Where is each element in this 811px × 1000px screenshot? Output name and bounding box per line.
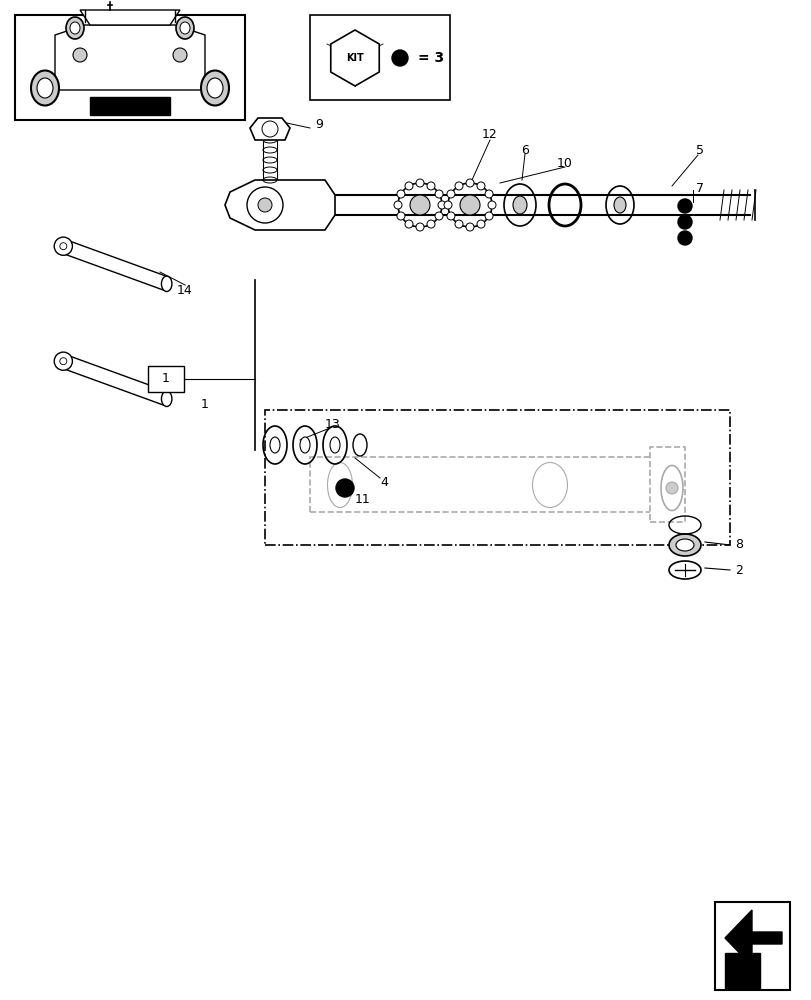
Text: 7: 7 [695, 182, 703, 195]
Circle shape [437, 201, 445, 209]
Circle shape [476, 182, 484, 190]
Circle shape [476, 220, 484, 228]
Ellipse shape [37, 78, 53, 98]
Polygon shape [330, 30, 379, 86]
Circle shape [392, 50, 407, 66]
Text: 8: 8 [734, 538, 742, 551]
Bar [310, 457, 659, 512]
Circle shape [415, 223, 423, 231]
Ellipse shape [161, 276, 172, 292]
Ellipse shape [676, 539, 693, 551]
Text: 1: 1 [162, 372, 169, 385]
Circle shape [484, 190, 492, 198]
Circle shape [393, 201, 401, 209]
Ellipse shape [299, 437, 310, 453]
Circle shape [427, 220, 435, 228]
Circle shape [405, 220, 413, 228]
Bar [15, 15, 245, 120]
Ellipse shape [66, 17, 84, 39]
Polygon shape [250, 118, 290, 140]
Text: 4: 4 [380, 476, 388, 488]
Circle shape [54, 352, 72, 370]
Polygon shape [724, 910, 781, 966]
Bar [714, 902, 789, 990]
Polygon shape [61, 240, 169, 290]
Circle shape [446, 190, 454, 198]
Circle shape [487, 201, 496, 209]
FancyBboxPatch shape [148, 366, 184, 392]
Circle shape [454, 220, 462, 228]
Circle shape [258, 198, 272, 212]
Circle shape [410, 195, 430, 215]
Ellipse shape [668, 534, 700, 556]
Ellipse shape [207, 78, 223, 98]
Text: 11: 11 [354, 493, 371, 506]
Polygon shape [55, 25, 204, 90]
Circle shape [173, 48, 187, 62]
Circle shape [446, 212, 454, 220]
Text: 2: 2 [734, 563, 742, 576]
Ellipse shape [329, 437, 340, 453]
Circle shape [73, 48, 87, 62]
Circle shape [466, 223, 474, 231]
Circle shape [435, 190, 443, 198]
Text: 6: 6 [521, 143, 528, 156]
Text: KIT: KIT [345, 53, 363, 63]
Ellipse shape [270, 437, 280, 453]
Circle shape [397, 212, 405, 220]
Text: 14: 14 [177, 284, 193, 296]
Bar [724, 953, 759, 988]
Circle shape [466, 179, 474, 187]
Circle shape [454, 182, 462, 190]
Text: 1: 1 [201, 398, 208, 412]
Circle shape [54, 237, 72, 255]
Circle shape [336, 479, 354, 497]
Ellipse shape [70, 22, 80, 34]
Text: 9: 9 [315, 118, 323, 131]
Polygon shape [80, 10, 180, 25]
Polygon shape [61, 355, 169, 405]
Text: 5: 5 [695, 143, 703, 156]
Ellipse shape [180, 22, 190, 34]
Text: 13: 13 [324, 418, 341, 432]
Circle shape [444, 201, 452, 209]
Ellipse shape [161, 391, 172, 407]
Circle shape [435, 212, 443, 220]
Circle shape [405, 182, 413, 190]
Text: = 3: = 3 [418, 51, 444, 65]
Text: 10: 10 [556, 157, 573, 170]
Ellipse shape [513, 196, 526, 214]
Circle shape [677, 199, 691, 213]
Ellipse shape [176, 17, 194, 39]
Bar [310, 15, 449, 100]
Bar [90, 97, 169, 115]
Circle shape [665, 482, 677, 494]
Circle shape [427, 182, 435, 190]
Circle shape [677, 231, 691, 245]
Circle shape [677, 215, 691, 229]
Bar [264, 410, 729, 545]
Text: 12: 12 [482, 128, 497, 141]
Circle shape [415, 179, 423, 187]
Ellipse shape [613, 197, 625, 213]
Polygon shape [225, 180, 335, 230]
Circle shape [484, 212, 492, 220]
Ellipse shape [31, 71, 59, 106]
Ellipse shape [201, 71, 229, 106]
Circle shape [460, 195, 479, 215]
Circle shape [397, 190, 405, 198]
Bar [649, 447, 684, 522]
